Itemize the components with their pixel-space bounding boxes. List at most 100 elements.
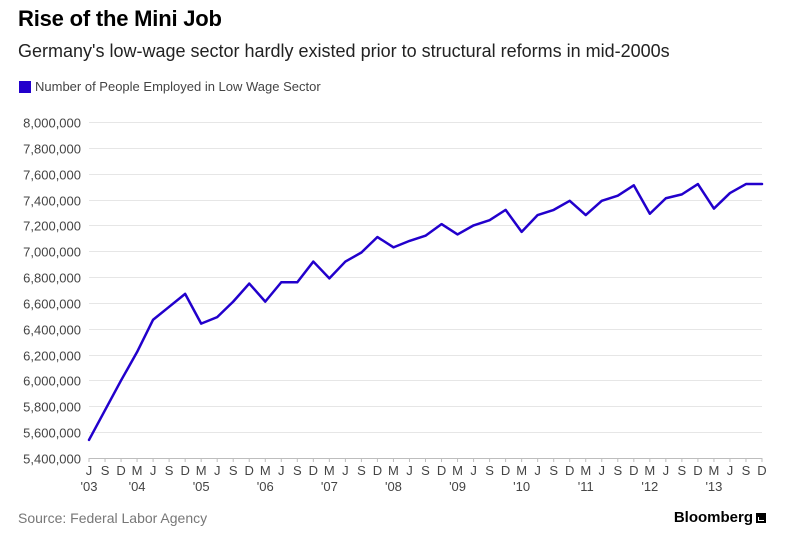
y-tick-label: 7,000,000 bbox=[23, 245, 81, 260]
x-tick-label: D bbox=[309, 463, 318, 478]
data-point bbox=[376, 236, 379, 239]
x-year-label: '12 bbox=[641, 479, 658, 494]
legend-label: Number of People Employed in Low Wage Se… bbox=[35, 79, 321, 94]
x-tick-label: S bbox=[549, 463, 558, 478]
x-tick-label: D bbox=[180, 463, 189, 478]
x-tick-label: S bbox=[101, 463, 110, 478]
x-tick-label: M bbox=[452, 463, 463, 478]
x-year-label: '05 bbox=[193, 479, 210, 494]
x-tick-label: M bbox=[196, 463, 207, 478]
data-point bbox=[424, 234, 427, 237]
data-point bbox=[392, 246, 395, 249]
y-tick-label: 6,400,000 bbox=[23, 323, 81, 338]
data-point bbox=[120, 379, 123, 382]
data-point bbox=[104, 409, 107, 412]
y-tick-label: 7,800,000 bbox=[23, 142, 81, 157]
data-point bbox=[568, 199, 571, 202]
data-point bbox=[152, 318, 155, 321]
data-point bbox=[680, 193, 683, 196]
x-tick-label: M bbox=[516, 463, 527, 478]
y-tick-label: 5,600,000 bbox=[23, 426, 81, 441]
x-year-label: '10 bbox=[513, 479, 530, 494]
data-point bbox=[456, 233, 459, 236]
x-tick-label: M bbox=[709, 463, 720, 478]
x-tick-label: D bbox=[693, 463, 702, 478]
x-tick-label: J bbox=[406, 463, 413, 478]
data-point bbox=[648, 212, 651, 215]
x-tick-label: D bbox=[245, 463, 254, 478]
data-point bbox=[744, 183, 747, 186]
x-tick-label: J bbox=[342, 463, 349, 478]
x-year-label: '13 bbox=[705, 479, 722, 494]
x-tick-label: M bbox=[260, 463, 271, 478]
data-point bbox=[584, 214, 587, 217]
y-tick-label: 6,600,000 bbox=[23, 297, 81, 312]
y-tick-label: 8,000,000 bbox=[23, 116, 81, 131]
series-line bbox=[87, 182, 764, 442]
data-point bbox=[440, 223, 443, 226]
x-tick-label: J bbox=[278, 463, 285, 478]
x-year-label: '03 bbox=[81, 479, 98, 494]
data-point bbox=[552, 208, 555, 211]
series-layer bbox=[87, 182, 764, 442]
x-tick-label: D bbox=[565, 463, 574, 478]
data-point bbox=[761, 183, 763, 186]
x-year-label: '07 bbox=[321, 479, 338, 494]
x-tick-label: S bbox=[293, 463, 302, 478]
data-point bbox=[728, 192, 731, 195]
x-year-label: '11 bbox=[578, 479, 594, 494]
x-tick-label: M bbox=[388, 463, 399, 478]
x-tick-label: J bbox=[150, 463, 157, 478]
x-tick-label: J bbox=[86, 463, 93, 478]
x-tick-label: J bbox=[470, 463, 477, 478]
x-tick-label: D bbox=[116, 463, 125, 478]
brand-name: Bloomberg bbox=[673, 509, 753, 526]
y-tick-label: 6,200,000 bbox=[23, 349, 81, 364]
x-tick-label: S bbox=[485, 463, 494, 478]
data-point bbox=[216, 316, 219, 319]
data-point bbox=[600, 199, 603, 202]
x-tick-label: J bbox=[599, 463, 606, 478]
data-point bbox=[328, 277, 331, 280]
data-point bbox=[504, 208, 507, 211]
x-year-label: '09 bbox=[449, 479, 466, 494]
x-tick-label: S bbox=[678, 463, 687, 478]
data-point bbox=[264, 300, 267, 303]
x-tick-label: J bbox=[534, 463, 541, 478]
x-tick-label: D bbox=[501, 463, 510, 478]
x-tick-label: J bbox=[663, 463, 670, 478]
x-tick-label: J bbox=[727, 463, 734, 478]
x-year-label: '04 bbox=[129, 479, 146, 494]
data-point bbox=[232, 300, 235, 303]
x-tick-label: J bbox=[214, 463, 221, 478]
x-tick-label: M bbox=[324, 463, 335, 478]
y-tick-label: 6,800,000 bbox=[23, 271, 81, 286]
data-point bbox=[408, 239, 411, 242]
chart-subtitle: Germany's low-wage sector hardly existed… bbox=[18, 41, 670, 61]
data-point bbox=[168, 305, 171, 308]
data-point bbox=[200, 322, 203, 325]
x-tick-label: M bbox=[132, 463, 143, 478]
y-tick-label: 7,600,000 bbox=[23, 168, 81, 183]
data-point bbox=[488, 219, 491, 222]
x-tick-label: D bbox=[437, 463, 446, 478]
data-point bbox=[520, 230, 523, 233]
source-note: Source: Federal Labor Agency bbox=[18, 510, 208, 526]
x-tick-label: S bbox=[357, 463, 366, 478]
data-point bbox=[136, 351, 139, 354]
x-tick-label: S bbox=[742, 463, 751, 478]
data-point bbox=[312, 260, 315, 263]
data-point bbox=[696, 183, 699, 186]
data-point bbox=[280, 281, 283, 284]
data-point bbox=[88, 438, 90, 441]
x-tick-label: S bbox=[421, 463, 430, 478]
x-tick-label: M bbox=[644, 463, 655, 478]
y-tick-label: 5,800,000 bbox=[23, 400, 81, 415]
data-point bbox=[184, 292, 187, 295]
data-point bbox=[632, 184, 635, 187]
data-point bbox=[616, 194, 619, 197]
chart-title: Rise of the Mini Job bbox=[18, 6, 222, 31]
x-year-label: '08 bbox=[385, 479, 402, 494]
